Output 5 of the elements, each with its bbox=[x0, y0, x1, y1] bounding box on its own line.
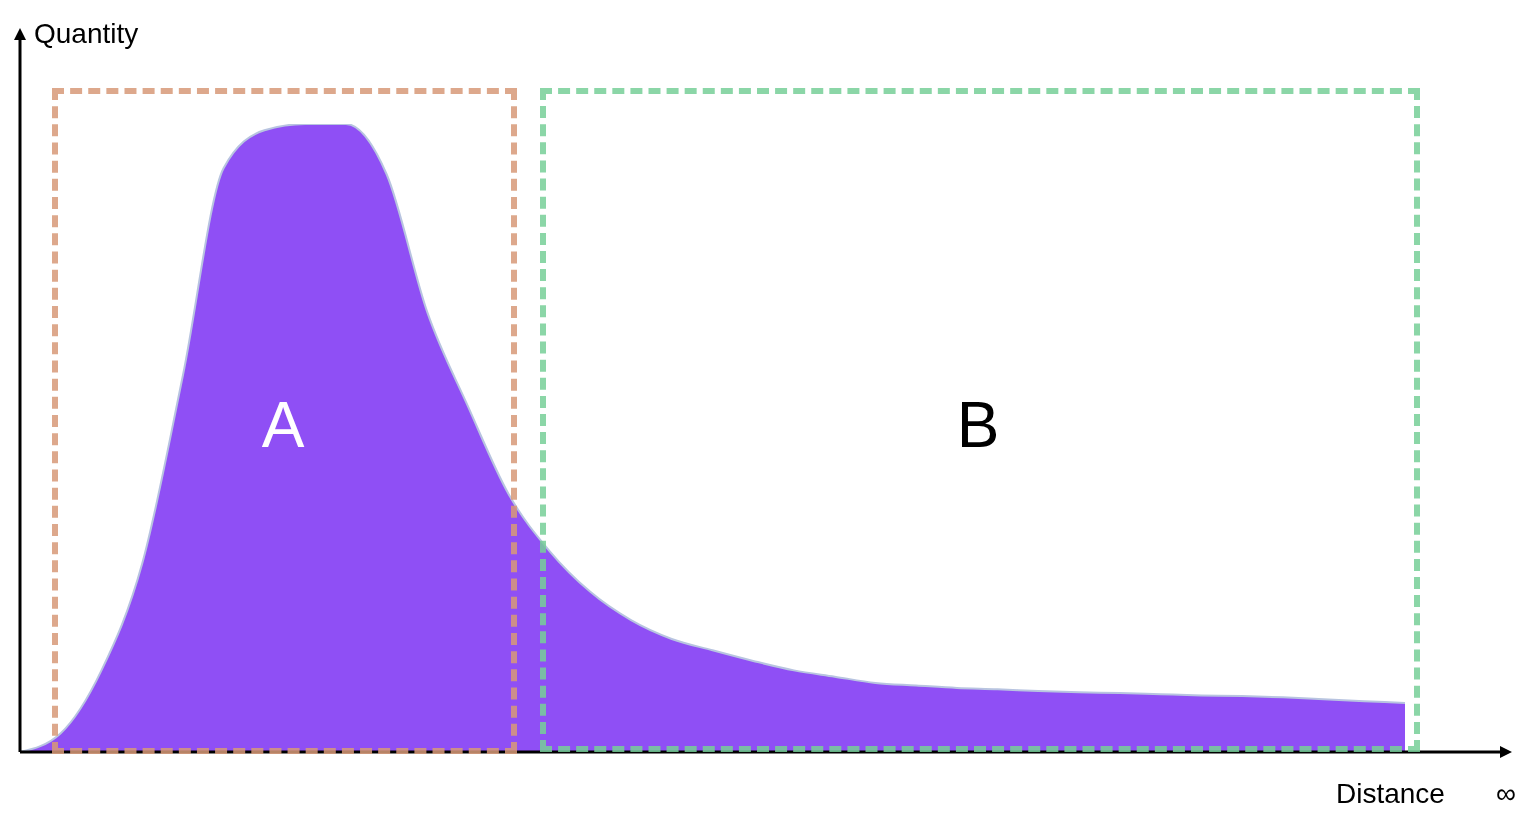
y-axis-title: Quantity bbox=[34, 18, 139, 50]
annotation: B bbox=[955, 388, 1001, 462]
x-axis-title: Distance bbox=[1336, 778, 1445, 810]
text: ∞ bbox=[1496, 778, 1516, 810]
annotation: A bbox=[260, 388, 306, 462]
